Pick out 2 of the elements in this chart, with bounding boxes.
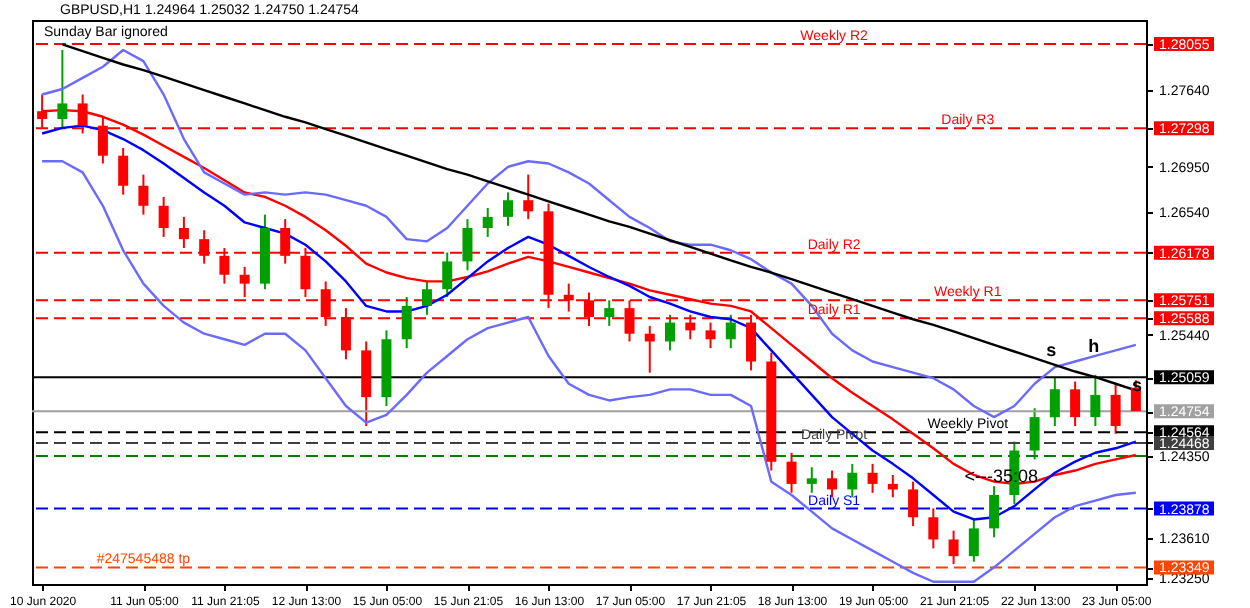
annotation: s [1046,340,1057,361]
annotation: h [1088,335,1100,356]
